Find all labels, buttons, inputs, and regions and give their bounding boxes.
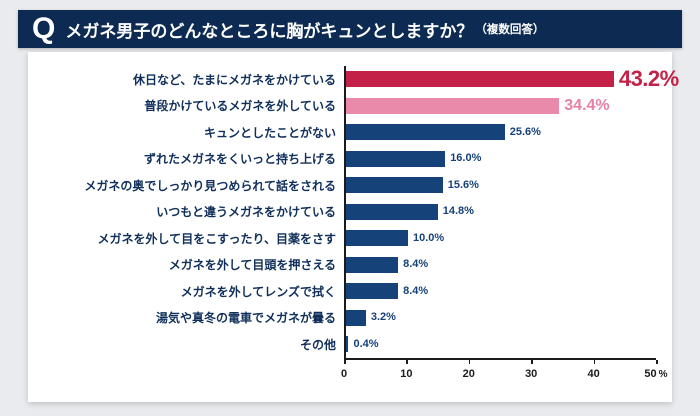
- axis-spacer: [34, 358, 344, 365]
- x-axis-labels-row: 0 10 20 30 40 50%: [34, 365, 668, 383]
- category-label: メガネの奥でしっかり見つめられて話をされる: [84, 178, 336, 193]
- bar-row: キュンとしたことがない 25.6%: [34, 119, 656, 146]
- bar-row: メガネを外して目をこすったり、目薬をさす 10.0%: [34, 225, 656, 252]
- bar-track: 25.6%: [344, 119, 656, 146]
- category-label: 湯気や真冬の電車でメガネが曇る: [155, 311, 336, 326]
- x-axis: [34, 357, 658, 365]
- bar-track: 43.2%: [344, 66, 679, 93]
- category-label: キュンとしたことがない: [203, 125, 336, 140]
- bar: [346, 309, 366, 326]
- x-tick: 10: [400, 368, 412, 380]
- x-tick-mark: [656, 359, 658, 364]
- value-label: 34.4%: [564, 96, 610, 114]
- category-label: その他: [299, 337, 336, 352]
- value-label: 25.6%: [509, 125, 541, 138]
- bar-track: 8.4%: [344, 278, 656, 305]
- bar-row: 休日など、たまにメガネをかけている 43.2%: [34, 66, 679, 93]
- value-label: 0.4%: [353, 337, 379, 350]
- value-label: 15.6%: [447, 178, 479, 191]
- axis-spacer: [34, 365, 344, 383]
- x-tick-label: 10: [400, 367, 413, 380]
- q-mark-icon: Q: [32, 12, 56, 45]
- x-tick-mark: [344, 359, 346, 364]
- bar-row: メガネを外してレンズで拭く 8.4%: [34, 278, 656, 305]
- question-title: メガネ男子のどんなところに胸がキュンとしますか？: [65, 21, 474, 41]
- bar: [346, 336, 349, 353]
- bar-track: 8.4%: [344, 251, 656, 278]
- bar-row: いつもと違うメガネをかけている 14.8%: [34, 198, 656, 225]
- question-header: Q メガネ男子のどんなところに胸がキュンとしますか？ （複数回答）: [18, 10, 682, 48]
- value-label: 8.4%: [403, 284, 429, 297]
- category-label: 普段かけているメガネを外している: [144, 99, 336, 114]
- x-tick-label: 20: [462, 367, 475, 380]
- x-tick-mark: [531, 359, 533, 364]
- bar: [346, 71, 614, 88]
- x-tick-mark: [468, 359, 471, 364]
- category-label: 休日など、たまにメガネをかけている: [132, 72, 336, 87]
- x-tick-label: 50: [644, 367, 657, 380]
- bar-track: 16.0%: [344, 145, 656, 172]
- bar-row: 湯気や真冬の電車でメガネが曇る 3.2%: [34, 304, 656, 331]
- x-tick: 40: [587, 368, 599, 380]
- bar: [346, 124, 505, 141]
- value-label: 3.2%: [370, 311, 396, 324]
- x-tick: 50%: [644, 368, 667, 380]
- bar-track: 0.4%: [344, 331, 656, 358]
- bar: [346, 203, 438, 220]
- bar-row: メガネの奥でしっかり見つめられて話をされる 15.6%: [34, 172, 656, 199]
- bar-track: 14.8%: [344, 198, 656, 225]
- x-tick: 20: [463, 368, 475, 380]
- x-axis-line: [344, 357, 658, 365]
- value-label: 14.8%: [442, 205, 474, 218]
- value-label: 16.0%: [450, 152, 482, 165]
- bar: [346, 150, 446, 167]
- x-axis-unit: %: [658, 368, 668, 380]
- bar: [346, 177, 443, 194]
- bar-track: 34.4%: [344, 92, 656, 119]
- x-axis-labels: 0 10 20 30 40 50%: [341, 365, 668, 383]
- x-tick-mark: [593, 359, 596, 364]
- x-tick: 30: [525, 368, 537, 380]
- value-label: 10.0%: [413, 231, 445, 244]
- category-label: メガネを外してレンズで拭く: [180, 284, 336, 299]
- bar-track: 15.6%: [344, 172, 656, 199]
- bar-row: その他 0.4%: [34, 331, 656, 358]
- category-label: メガネを外して目をこすったり、目薬をさす: [97, 231, 336, 246]
- x-tick: 0: [341, 368, 347, 380]
- bar-chart: 休日など、たまにメガネをかけている 43.2% 普段かけているメガネを外している…: [34, 66, 679, 358]
- x-tick-label: 40: [587, 367, 600, 380]
- bar-track: 3.2%: [344, 304, 656, 331]
- x-tick-label: 0: [340, 367, 348, 380]
- category-label: ずれたメガネをくいっと持ち上げる: [143, 152, 336, 167]
- chart-card: 休日など、たまにメガネをかけている 43.2% 普段かけているメガネを外している…: [28, 52, 679, 402]
- bar-track: 10.0%: [344, 225, 656, 252]
- question-subtitle: （複数回答）: [475, 24, 545, 36]
- value-label: 8.4%: [403, 258, 429, 271]
- bar: [346, 97, 560, 114]
- bar-row: メガネを外して目頭を押さえる 8.4%: [34, 251, 656, 278]
- category-label: メガネを外して目頭を押さえる: [168, 258, 336, 273]
- value-label: 43.2%: [618, 66, 679, 92]
- x-tick-mark: [406, 359, 408, 364]
- bar: [346, 230, 408, 247]
- bar-row: ずれたメガネをくいっと持ち上げる 16.0%: [34, 145, 656, 172]
- bar: [346, 256, 399, 273]
- bar-row: 普段かけているメガネを外している 34.4%: [34, 92, 656, 119]
- bar: [346, 283, 399, 300]
- category-label: いつもと違うメガネをかけている: [156, 205, 336, 220]
- x-tick-label: 30: [525, 367, 538, 380]
